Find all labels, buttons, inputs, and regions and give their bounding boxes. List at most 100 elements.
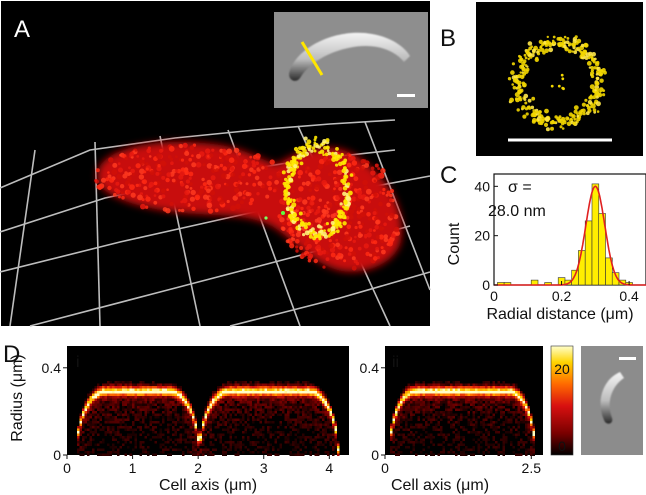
colorbar-tick-label: 0 — [558, 438, 566, 454]
heat-pixel — [515, 453, 518, 456]
localization-dot — [365, 229, 369, 234]
heat-pixel — [174, 391, 177, 394]
heat-pixel — [495, 428, 498, 431]
heat-pixel — [472, 426, 475, 429]
heat-pixel — [224, 451, 227, 454]
heat-pixel — [247, 426, 250, 429]
heat-pixel — [139, 398, 142, 401]
ring-dot — [596, 76, 600, 81]
heat-pixel — [480, 386, 483, 389]
heat-pixel — [237, 398, 240, 401]
heat-pixel — [239, 398, 242, 401]
heat-pixel — [425, 386, 428, 389]
heat-pixel — [432, 428, 435, 431]
heat-pixel — [257, 403, 260, 406]
heat-pixel — [412, 388, 415, 391]
heat-pixel — [119, 391, 122, 394]
heat-pixel — [229, 403, 232, 406]
heat-pixel — [192, 416, 195, 419]
heat-pixel — [87, 413, 90, 416]
heat-pixel — [89, 393, 92, 396]
heat-pixel — [440, 431, 443, 434]
heat-pixel — [102, 383, 105, 386]
heat-pixel — [302, 423, 305, 426]
heat-pixel — [217, 433, 220, 436]
heat-pixel — [182, 451, 185, 454]
heat-pixel — [485, 383, 488, 386]
ring-dot — [525, 67, 530, 72]
heat-pixel — [299, 418, 302, 421]
heat-pixel — [187, 421, 190, 424]
heat-pixel — [415, 441, 418, 444]
localization-dot — [368, 228, 373, 233]
heat-pixel — [309, 403, 312, 406]
heat-pixel — [312, 408, 315, 411]
heat-pixel — [209, 433, 212, 436]
heat-pixel — [450, 398, 453, 401]
histogram-bar — [611, 272, 620, 286]
heat-pixel — [525, 433, 528, 436]
ring-dot — [585, 52, 591, 57]
heat-pixel — [267, 396, 270, 399]
heat-pixel — [455, 393, 458, 396]
heat-pixel — [242, 386, 245, 389]
localization-dot — [171, 178, 176, 183]
heat-pixel — [317, 451, 320, 454]
localization-dot — [378, 234, 384, 240]
heat-pixel — [477, 431, 480, 434]
ring-dot — [580, 109, 584, 113]
ring-dot — [539, 121, 544, 126]
heat-pixel — [89, 431, 92, 434]
localization-dot — [233, 187, 240, 193]
heat-pixel — [182, 401, 185, 404]
heat-pixel — [400, 451, 403, 454]
heat-pixel — [292, 448, 295, 451]
heat-pixel — [97, 433, 100, 436]
heat-pixel — [302, 393, 305, 396]
heat-pixel — [319, 441, 322, 444]
heat-pixel — [447, 386, 450, 389]
heat-pixel — [437, 386, 440, 389]
heat-pixel — [244, 421, 247, 424]
heat-pixel — [317, 386, 320, 389]
heat-pixel — [307, 428, 310, 431]
localization-dot — [209, 190, 216, 196]
ring-dot — [514, 92, 520, 98]
heat-pixel — [467, 421, 470, 424]
heat-pixel — [284, 396, 287, 399]
heat-pixel — [257, 406, 260, 409]
heat-pixel — [505, 416, 508, 419]
heat-pixel — [452, 423, 455, 426]
heat-pixel — [244, 411, 247, 414]
heat-pixel — [89, 428, 92, 431]
heat-pixel — [104, 433, 107, 436]
localization-dot — [153, 194, 157, 197]
localization-dot — [393, 226, 400, 233]
heat-pixel — [229, 381, 232, 384]
heat-pixel — [460, 451, 463, 454]
heat-pixel — [467, 383, 470, 386]
heat-pixel — [450, 423, 453, 426]
heat-pixel — [297, 443, 300, 446]
heat-pixel — [410, 396, 413, 399]
heat-pixel — [102, 453, 105, 456]
heat-pixel — [427, 386, 430, 389]
localization-dot — [243, 160, 247, 164]
localization-dot — [166, 172, 172, 178]
heat-pixel — [525, 408, 528, 411]
heat-pixel — [522, 441, 525, 444]
heat-pixel — [274, 391, 277, 394]
heat-pixel — [242, 413, 245, 416]
heat-pixel — [307, 388, 310, 391]
heat-pixel — [122, 436, 125, 439]
heat-pixel — [299, 448, 302, 451]
heat-pixel — [294, 453, 297, 456]
panel-label-b: B — [440, 25, 456, 52]
heat-pixel — [314, 388, 317, 391]
heat-pixel — [204, 416, 207, 419]
heat-pixel — [497, 391, 500, 394]
heat-pixel — [229, 393, 232, 396]
heat-pixel — [154, 398, 157, 401]
heat-pixel — [119, 388, 122, 391]
heat-pixel — [134, 393, 137, 396]
